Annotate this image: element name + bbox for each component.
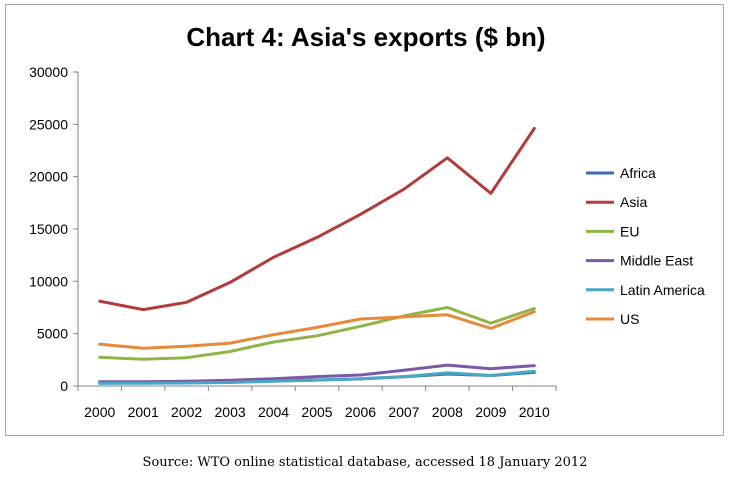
y-tick-label: 20000 (29, 169, 68, 185)
legend-label: Asia (620, 194, 647, 210)
x-tick-label: 2008 (432, 404, 463, 420)
y-tick-label: 0 (60, 378, 68, 394)
x-tick-label: 2006 (345, 404, 376, 420)
legend-label: US (620, 311, 639, 327)
x-tick-label: 2005 (301, 404, 332, 420)
series-line-middle-east (98, 363, 536, 384)
y-tick-label: 25000 (29, 116, 68, 132)
x-tick-label: 2010 (519, 404, 550, 420)
line-chart: Chart 4: Asia's exports ($ bn) 0 5000 1000… (29, 22, 705, 420)
chart-title: Chart 4: Asia's exports ($ bn) (186, 22, 545, 52)
y-tick-label: 10000 (29, 273, 68, 289)
y-tick-label: 30000 (29, 64, 68, 80)
x-tick-label: 2004 (258, 404, 289, 420)
legend-label: Latin America (620, 282, 705, 298)
source-note: Source: WTO online statistical database,… (142, 455, 588, 470)
x-tick-label: 2007 (388, 404, 419, 420)
series-lines (98, 127, 536, 385)
y-tick-label: 5000 (37, 326, 68, 342)
series-line-asia (98, 127, 536, 312)
x-tick-label: 2001 (128, 404, 159, 420)
x-tick-label: 2009 (475, 404, 506, 420)
legend-label: Middle East (620, 253, 693, 269)
x-tick-label: 2000 (84, 404, 115, 420)
series-line-us (98, 310, 536, 350)
series-line-eu (98, 306, 536, 361)
chart-frame (5, 4, 724, 436)
legend-label: Africa (620, 165, 656, 181)
x-tick-label: 2002 (171, 404, 202, 420)
series-line-latin-america (98, 369, 536, 385)
x-tick-label: 2003 (215, 404, 246, 420)
axes: 0 5000 10000 15000 20000 25000 30000 2000 2001 20… (29, 64, 557, 420)
legend: Africa Asia EU Middle East Latin America US (586, 165, 705, 327)
y-tick-label: 15000 (29, 221, 68, 237)
legend-label: EU (620, 223, 639, 239)
